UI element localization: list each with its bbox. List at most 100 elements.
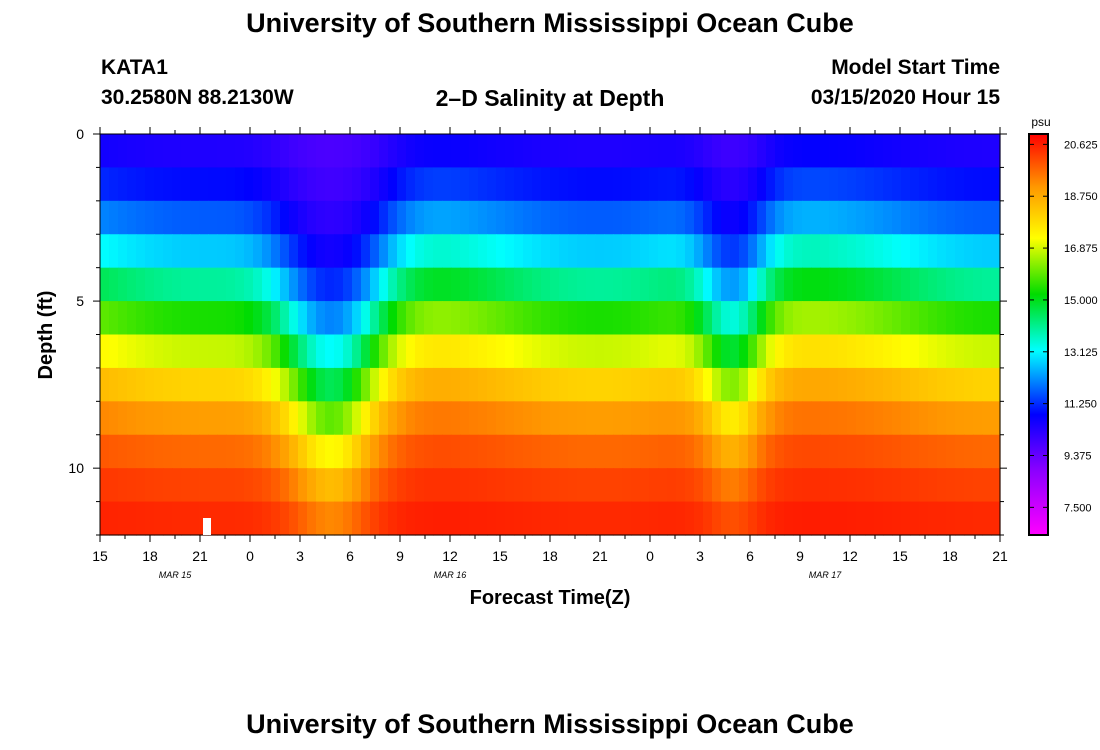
heatmap-cell: [577, 234, 587, 269]
heatmap-cell: [181, 501, 191, 536]
heatmap-cell: [280, 401, 290, 436]
heatmap-cell: [865, 401, 875, 436]
heatmap-cell: [406, 401, 416, 436]
heatmap-cell: [334, 468, 344, 503]
heatmap-cell: [667, 468, 677, 503]
heatmap-cell: [550, 334, 560, 369]
heatmap-cell: [784, 334, 794, 369]
colorbar-tick-label: 13.125: [1064, 347, 1098, 359]
heatmap-cell: [595, 334, 605, 369]
heatmap-cell: [874, 167, 884, 202]
heatmap-cell: [433, 434, 443, 469]
heatmap-cell: [469, 267, 479, 302]
heatmap-cell: [532, 200, 542, 235]
heatmap-cell: [955, 468, 965, 503]
heatmap-cell: [262, 501, 272, 536]
heatmap-cell: [451, 134, 461, 169]
heatmap-cell: [865, 468, 875, 503]
heatmap-cell: [172, 434, 182, 469]
heatmap-cell: [568, 234, 578, 269]
heatmap-cell: [946, 367, 956, 402]
heatmap-cell: [739, 267, 749, 302]
heatmap-cell: [703, 468, 713, 503]
heatmap-cell: [865, 501, 875, 536]
heatmap-cell: [307, 468, 317, 503]
date-label: MAR 17: [809, 570, 843, 580]
heatmap-cell: [442, 501, 452, 536]
heatmap-cell: [982, 334, 992, 369]
heatmap-cell: [811, 134, 821, 169]
heatmap-cell: [721, 468, 731, 503]
heatmap-cell: [757, 434, 767, 469]
heatmap-cell: [946, 401, 956, 436]
heatmap-cell: [685, 367, 695, 402]
heatmap-cell: [289, 301, 299, 336]
heatmap-cell: [919, 301, 929, 336]
heatmap-cell: [820, 468, 830, 503]
heatmap-cell: [487, 334, 497, 369]
heatmap-cell: [883, 401, 893, 436]
heatmap-cell: [262, 134, 272, 169]
heatmap-cell: [370, 134, 380, 169]
heatmap-cell: [604, 501, 614, 536]
heatmap-cell: [649, 501, 659, 536]
heatmap-cell: [658, 200, 668, 235]
heatmap-cell: [307, 501, 317, 536]
heatmap-cell: [829, 234, 839, 269]
heatmap-cell: [757, 334, 767, 369]
heatmap-cell: [685, 401, 695, 436]
heatmap-cell: [460, 301, 470, 336]
heatmap-cell: [982, 267, 992, 302]
heatmap-cell: [559, 234, 569, 269]
heatmap-cell: [559, 434, 569, 469]
heatmap-cell: [955, 167, 965, 202]
heatmap-cell: [334, 301, 344, 336]
heatmap-cell: [316, 468, 326, 503]
heatmap-cell: [964, 134, 974, 169]
heatmap-cell: [595, 434, 605, 469]
heatmap-cell: [640, 267, 650, 302]
heatmap-cell: [163, 334, 173, 369]
heatmap-cell: [748, 267, 758, 302]
heatmap-cell: [244, 468, 254, 503]
heatmap-cell: [334, 367, 344, 402]
heatmap-cell: [271, 267, 281, 302]
heatmap-cell: [910, 200, 920, 235]
x-tick-label: 6: [346, 548, 354, 564]
heatmap-cell: [694, 501, 704, 536]
heatmap-cell: [172, 501, 182, 536]
heatmap-cell: [478, 200, 488, 235]
heatmap-cell: [316, 434, 326, 469]
heatmap-cell: [838, 334, 848, 369]
heatmap-cell: [226, 501, 236, 536]
heatmap-cell: [163, 468, 173, 503]
heatmap-cell: [235, 434, 245, 469]
heatmap-cell: [613, 134, 623, 169]
heatmap-cells: [100, 134, 1001, 536]
heatmap-cell: [802, 134, 812, 169]
heatmap-cell: [352, 234, 362, 269]
heatmap-cell: [379, 401, 389, 436]
heatmap-cell: [703, 134, 713, 169]
heatmap-cell: [451, 167, 461, 202]
heatmap-cell: [496, 401, 506, 436]
heatmap-cell: [451, 401, 461, 436]
heatmap-cell: [640, 434, 650, 469]
heatmap-cell: [892, 434, 902, 469]
heatmap-cell: [955, 301, 965, 336]
heatmap-cell: [748, 434, 758, 469]
heatmap-cell: [685, 267, 695, 302]
heatmap-cell: [676, 501, 686, 536]
heatmap-cell: [694, 200, 704, 235]
heatmap-cell: [208, 167, 218, 202]
heatmap-cell: [640, 468, 650, 503]
heatmap-cell: [802, 501, 812, 536]
heatmap-cell: [136, 401, 146, 436]
heatmap-cell: [577, 401, 587, 436]
heatmap-cell: [199, 367, 209, 402]
heatmap-cell: [361, 301, 371, 336]
heatmap-cell: [919, 468, 929, 503]
heatmap-cell: [100, 334, 110, 369]
heatmap-cell: [550, 200, 560, 235]
